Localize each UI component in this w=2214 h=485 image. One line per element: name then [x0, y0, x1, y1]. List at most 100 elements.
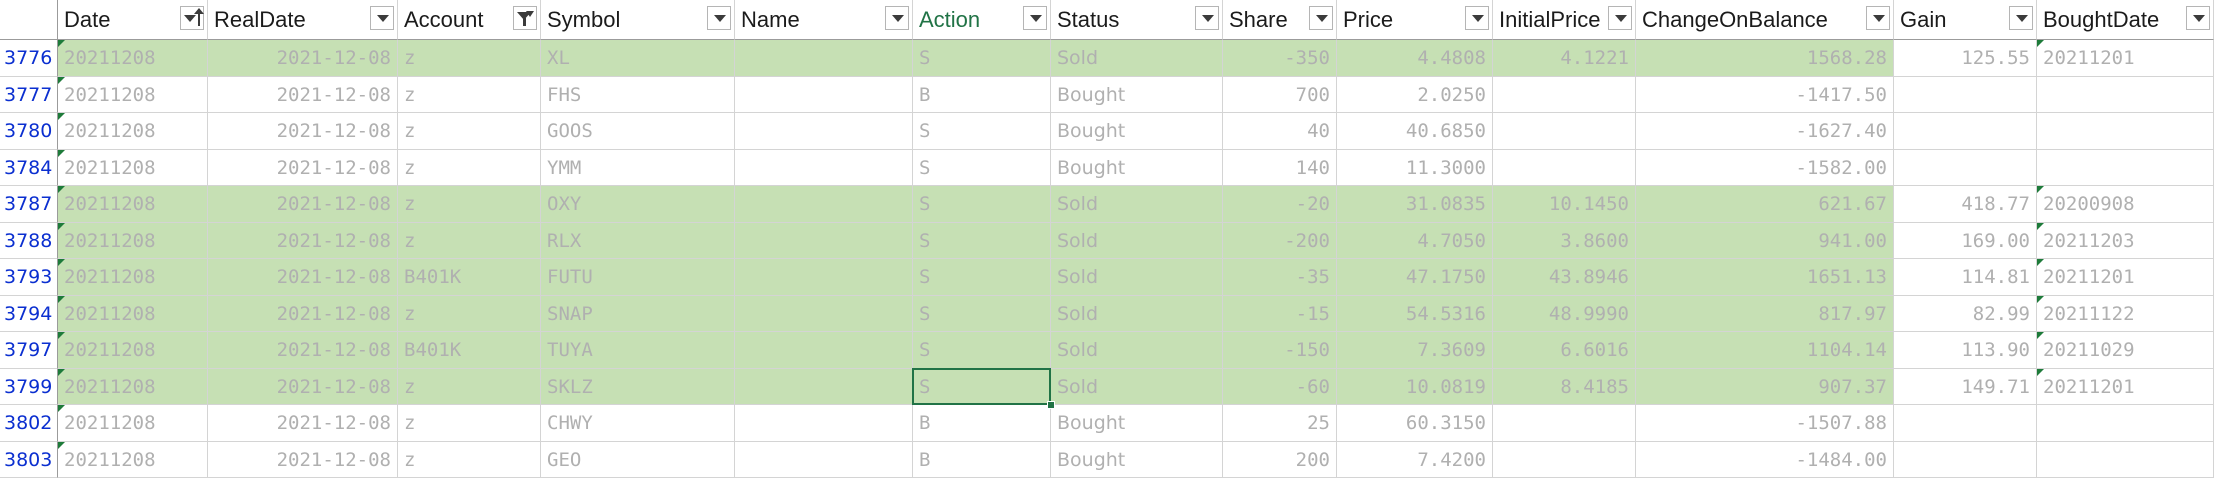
- cell-share[interactable]: 40: [1223, 113, 1337, 150]
- cell-status[interactable]: Sold: [1051, 222, 1223, 259]
- cell-date[interactable]: 20211208: [58, 332, 208, 369]
- cell-share[interactable]: -15: [1223, 295, 1337, 332]
- cell-action[interactable]: S: [913, 295, 1051, 332]
- cell-price[interactable]: 31.0835: [1337, 186, 1493, 223]
- cell-symbol[interactable]: SKLZ: [541, 368, 735, 405]
- cell-gain[interactable]: 113.90: [1894, 332, 2037, 369]
- cell-symbol[interactable]: CHWY: [541, 405, 735, 442]
- fill-handle[interactable]: [1047, 401, 1055, 409]
- row-number[interactable]: 3776: [0, 40, 58, 77]
- dropdown-arrow-icon[interactable]: [1608, 6, 1632, 30]
- cell-price[interactable]: 4.4808: [1337, 40, 1493, 77]
- cell-status[interactable]: Sold: [1051, 40, 1223, 77]
- cell-realdate[interactable]: 2021-12-08: [208, 222, 398, 259]
- cell-gain[interactable]: 114.81: [1894, 259, 2037, 296]
- dropdown-arrow-icon[interactable]: [1465, 6, 1489, 30]
- table-row[interactable]: 3793 20211208 2021-12-08 B401K FUTU S Sold -35 4…: [0, 259, 2214, 296]
- cell-gain[interactable]: [1894, 113, 2037, 150]
- funnel-filter-icon[interactable]: [513, 6, 537, 30]
- cell-action[interactable]: S: [913, 113, 1051, 150]
- cell-share[interactable]: 200: [1223, 441, 1337, 478]
- cell-status[interactable]: Sold: [1051, 259, 1223, 296]
- cell-gain[interactable]: 418.77: [1894, 186, 2037, 223]
- dropdown-arrow-icon[interactable]: [2009, 6, 2033, 30]
- cell-boughtdate[interactable]: 20211201: [2037, 40, 2214, 77]
- cell-symbol[interactable]: YMM: [541, 149, 735, 186]
- cell-changeonbalance[interactable]: 907.37: [1636, 368, 1894, 405]
- table-row[interactable]: 3794 20211208 2021-12-08 z SNAP S Sold -15 54.53…: [0, 295, 2214, 332]
- cell-action[interactable]: B: [913, 441, 1051, 478]
- cell-changeonbalance[interactable]: -1507.88: [1636, 405, 1894, 442]
- row-number[interactable]: 3799: [0, 368, 58, 405]
- cell-symbol[interactable]: SNAP: [541, 295, 735, 332]
- cell-initialprice[interactable]: 43.8946: [1493, 259, 1636, 296]
- cell-status[interactable]: Bought: [1051, 113, 1223, 150]
- cell-share[interactable]: 700: [1223, 76, 1337, 113]
- cell-name[interactable]: [735, 149, 913, 186]
- cell-gain[interactable]: 169.00: [1894, 222, 2037, 259]
- cell-changeonbalance[interactable]: 1104.14: [1636, 332, 1894, 369]
- cell-action[interactable]: B: [913, 405, 1051, 442]
- cell-status[interactable]: Bought: [1051, 441, 1223, 478]
- cell-share[interactable]: -35: [1223, 259, 1337, 296]
- row-number[interactable]: 3797: [0, 332, 58, 369]
- cell-boughtdate[interactable]: 20211201: [2037, 368, 2214, 405]
- cell-price[interactable]: 7.4200: [1337, 441, 1493, 478]
- cell-changeonbalance[interactable]: -1582.00: [1636, 149, 1894, 186]
- cell-name[interactable]: [735, 295, 913, 332]
- row-number[interactable]: 3793: [0, 259, 58, 296]
- table-row[interactable]: 3788 20211208 2021-12-08 z RLX S Sold -200 4.705…: [0, 222, 2214, 259]
- cell-price[interactable]: 60.3150: [1337, 405, 1493, 442]
- cell-account[interactable]: z: [398, 76, 541, 113]
- cell-symbol[interactable]: RLX: [541, 222, 735, 259]
- cell-action[interactable]: S: [913, 259, 1051, 296]
- cell-action[interactable]: S: [913, 40, 1051, 77]
- table-row[interactable]: 3803 20211208 2021-12-08 z GEO B Bought 200 7.42…: [0, 441, 2214, 478]
- cell-status[interactable]: Sold: [1051, 295, 1223, 332]
- cell-gain[interactable]: [1894, 76, 2037, 113]
- cell-realdate[interactable]: 2021-12-08: [208, 40, 398, 77]
- select-all-corner[interactable]: [0, 0, 58, 40]
- cell-initialprice[interactable]: [1493, 441, 1636, 478]
- cell-action[interactable]: S: [913, 332, 1051, 369]
- cell-account[interactable]: z: [398, 295, 541, 332]
- cell-account[interactable]: z: [398, 368, 541, 405]
- cell-symbol[interactable]: FUTU: [541, 259, 735, 296]
- cell-realdate[interactable]: 2021-12-08: [208, 76, 398, 113]
- cell-status[interactable]: Bought: [1051, 149, 1223, 186]
- cell-symbol[interactable]: XL: [541, 40, 735, 77]
- row-number[interactable]: 3802: [0, 405, 58, 442]
- cell-boughtdate[interactable]: [2037, 405, 2214, 442]
- cell-changeonbalance[interactable]: -1627.40: [1636, 113, 1894, 150]
- cell-date[interactable]: 20211208: [58, 222, 208, 259]
- table-row[interactable]: 3776 20211208 2021-12-08 z XL S Sold -350 4.4808…: [0, 40, 2214, 77]
- cell-name[interactable]: [735, 405, 913, 442]
- table-row[interactable]: 3797 20211208 2021-12-08 B401K TUYA S Sold -150…: [0, 332, 2214, 369]
- cell-price[interactable]: 47.1750: [1337, 259, 1493, 296]
- cell-account[interactable]: B401K: [398, 332, 541, 369]
- cell-realdate[interactable]: 2021-12-08: [208, 295, 398, 332]
- cell-date[interactable]: 20211208: [58, 259, 208, 296]
- cell-boughtdate[interactable]: 20211029: [2037, 332, 2214, 369]
- cell-status[interactable]: Sold: [1051, 186, 1223, 223]
- cell-date[interactable]: 20211208: [58, 405, 208, 442]
- cell-price[interactable]: 10.0819: [1337, 368, 1493, 405]
- column-header-date[interactable]: Date: [58, 0, 208, 40]
- cell-action[interactable]: S: [913, 222, 1051, 259]
- row-number[interactable]: 3777: [0, 76, 58, 113]
- cell-symbol[interactable]: OXY: [541, 186, 735, 223]
- row-number[interactable]: 3803: [0, 441, 58, 478]
- cell-price[interactable]: 54.5316: [1337, 295, 1493, 332]
- cell-share[interactable]: 140: [1223, 149, 1337, 186]
- table-row[interactable]: 3787 20211208 2021-12-08 z OXY S Sold -20 31.083…: [0, 186, 2214, 223]
- column-header-account[interactable]: Account: [398, 0, 541, 40]
- row-number[interactable]: 3788: [0, 222, 58, 259]
- cell-action[interactable]: S: [913, 368, 1051, 405]
- cell-realdate[interactable]: 2021-12-08: [208, 186, 398, 223]
- cell-account[interactable]: z: [398, 441, 541, 478]
- cell-share[interactable]: -200: [1223, 222, 1337, 259]
- dropdown-arrow-icon[interactable]: [1309, 6, 1333, 30]
- cell-date[interactable]: 20211208: [58, 368, 208, 405]
- cell-account[interactable]: z: [398, 405, 541, 442]
- cell-account[interactable]: z: [398, 222, 541, 259]
